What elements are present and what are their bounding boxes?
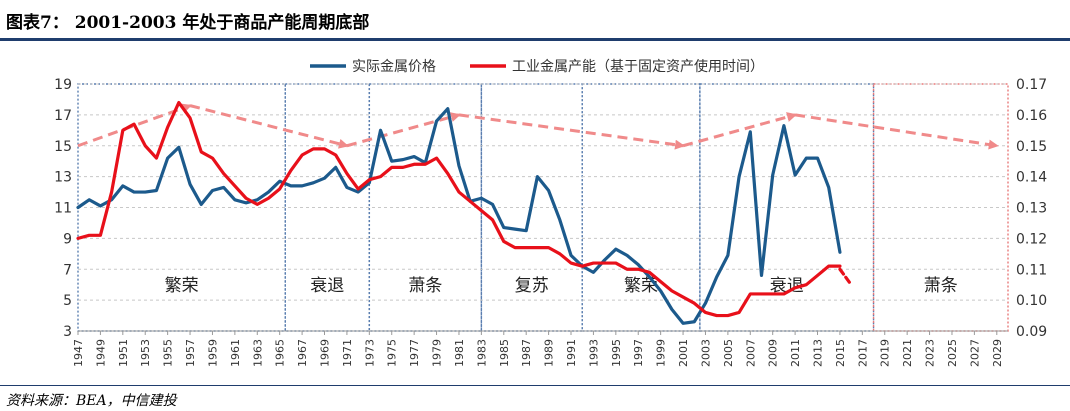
x-tick-label: 1967 [296, 339, 309, 367]
phase-label-1: 衰退 [310, 276, 344, 296]
x-tick-label: 1965 [274, 339, 287, 367]
page-title: 图表7： 2001-2003 年处于商品产能周期底部 [6, 13, 370, 33]
x-tick-label: 1979 [431, 339, 444, 367]
x-tick-label: 1985 [498, 339, 511, 367]
trend-lines [77, 103, 999, 150]
x-tick-label: 1977 [408, 339, 421, 367]
x-tick-label: 1997 [632, 339, 645, 367]
y-right-tick-label: 0.14 [1016, 170, 1047, 186]
phase-label-3: 复苏 [515, 276, 549, 296]
x-tick-label: 2019 [879, 339, 892, 367]
trend-down-1 [189, 104, 349, 149]
x-tick-label: 1949 [94, 339, 107, 367]
phase-label-6: 萧条 [924, 276, 958, 296]
x-tick-label: 1953 [139, 339, 152, 367]
chart: 繁荣 衰退 萧条 复苏 繁荣 衰退 萧条 3 5 7 9 11 13 15 17 19 0.09 0.10 0.1… [54, 58, 1047, 367]
series-lines [76, 100, 853, 325]
y-left-tick-label: 13 [54, 170, 72, 186]
y-left-tick-label: 5 [63, 293, 72, 309]
x-tick-label: 2027 [968, 339, 981, 367]
x-tick-label: 1999 [655, 339, 668, 367]
source-note: 资料来源：BEA，中信建投 [6, 393, 177, 409]
x-tick-label: 2021 [901, 339, 914, 367]
trend-down-3 [794, 113, 999, 150]
x-tick-label: 2003 [699, 339, 712, 367]
y-left-tick-label: 3 [63, 324, 72, 340]
x-tick-label: 2001 [677, 339, 690, 367]
trend-up-3 [682, 112, 798, 148]
x-tick-label: 1983 [475, 339, 488, 367]
y-right-tick-label: 0.09 [1016, 324, 1047, 340]
trend-up-2 [346, 112, 461, 148]
legend: 实际金属价格 工业金属产能（基于固定资产使用时间） [310, 58, 764, 75]
x-tick-label: 1971 [341, 339, 354, 367]
title-divider [0, 38, 1070, 41]
y-right-tick-label: 0.17 [1016, 77, 1047, 93]
x-tick-label: 1975 [386, 339, 399, 367]
y-left-tick-label: 19 [54, 77, 72, 93]
y-left-tick-label: 7 [63, 262, 72, 278]
y-left-tick-label: 11 [54, 201, 72, 217]
y-right-tick-label: 0.10 [1016, 293, 1047, 309]
y-right-tick-label: 0.15 [1016, 139, 1047, 155]
legend-label-price: 实际金属价格 [352, 59, 436, 75]
x-tick-label: 1991 [565, 339, 578, 367]
x-tick-label: 1993 [587, 339, 600, 367]
x-tick-label: 2005 [722, 339, 735, 367]
x-tick-label: 1981 [453, 339, 466, 367]
axes: 3 5 7 9 11 13 15 17 19 0.09 0.10 0.11 0.12 0.13 0.14 0.… [54, 77, 1047, 367]
x-tick-label: 2015 [834, 339, 847, 367]
phase-label-4: 繁荣 [624, 276, 658, 296]
x-tick-label: 1989 [543, 339, 556, 367]
x-tick-label: 2011 [789, 339, 802, 367]
y-left-tick-label: 9 [63, 231, 72, 247]
x-tick-label: 2013 [812, 339, 825, 367]
y-left-tick-label: 17 [54, 108, 72, 124]
x-tick-label: 2007 [744, 339, 757, 367]
series-line-2 [838, 267, 853, 287]
y-right-tick-label: 0.16 [1016, 108, 1047, 124]
x-tick-label: 1969 [319, 339, 332, 367]
x-tick-label: 2029 [991, 339, 1004, 367]
phase-label-0: 繁荣 [165, 276, 199, 296]
x-tick-label: 1995 [610, 339, 623, 367]
x-tick-label: 1951 [117, 339, 130, 367]
phase-label-5: 衰退 [770, 276, 804, 296]
y-right-tick-label: 0.11 [1016, 262, 1047, 278]
phase-label-2: 萧条 [408, 276, 442, 296]
x-tick-label: 1973 [363, 339, 376, 367]
phase-box-2 [368, 83, 483, 332]
x-tick-label: 1947 [72, 339, 85, 367]
x-tick-label: 1987 [520, 339, 533, 367]
x-tick-label: 2017 [856, 339, 869, 367]
legend-label-capacity: 工业金属产能（基于固定资产使用时间） [512, 58, 764, 75]
x-tick-label: 1957 [184, 339, 197, 367]
phase-box-5 [699, 83, 875, 332]
x-tick-label: 1955 [162, 339, 175, 367]
x-tick-label: 2025 [946, 339, 959, 367]
trend-up-1 [77, 103, 192, 148]
y-left-tick-label: 15 [54, 139, 72, 155]
y-right-tick-label: 0.13 [1016, 201, 1047, 217]
y-right-tick-label: 0.12 [1016, 231, 1047, 247]
x-tick-label: 1963 [251, 339, 264, 367]
x-tick-label: 1961 [229, 339, 242, 367]
x-tick-label: 1959 [206, 339, 219, 367]
x-tick-label: 2023 [924, 339, 937, 367]
x-tick-label: 2009 [767, 339, 780, 367]
footer-divider [0, 385, 1070, 386]
trend-down-2 [458, 113, 686, 150]
